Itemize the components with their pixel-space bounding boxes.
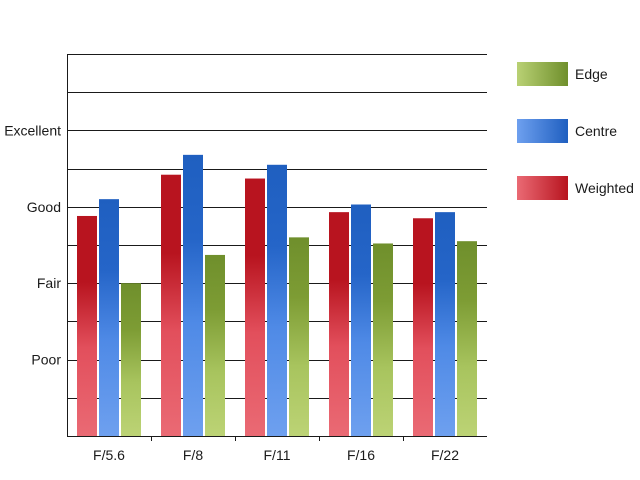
- x-tick-label-f-22: F/22: [431, 447, 459, 463]
- y-tick-label-poor: Poor: [31, 352, 61, 368]
- legend: Edge Centre Weighted: [517, 62, 634, 200]
- bar-edge-f-11: [289, 237, 309, 436]
- bar-centre-f-5-6: [99, 199, 119, 436]
- bar-edge-f-8: [205, 254, 225, 436]
- y-tick-labels: Poor Fair Good Excellent: [4, 122, 61, 367]
- bar-centre-f-16: [351, 204, 371, 436]
- bar-weighted-f-16: [329, 212, 349, 436]
- bar-edge-f-16: [373, 243, 393, 436]
- axes: [67, 54, 487, 441]
- bars: [77, 154, 477, 437]
- y-tick-label-fair: Fair: [37, 275, 61, 291]
- legend-swatch-centre: [517, 119, 568, 143]
- bar-weighted-f-8: [161, 174, 181, 436]
- y-tick-label-good: Good: [27, 199, 61, 215]
- x-tick-label-f-16: F/16: [347, 447, 375, 463]
- x-tick-labels: F/5.6 F/8 F/11 F/16 F/22: [93, 447, 459, 463]
- legend-swatch-edge: [517, 62, 568, 86]
- bar-edge-f-22: [457, 241, 477, 436]
- bar-centre-f-22: [435, 212, 455, 436]
- x-tick-label-f-11: F/11: [264, 447, 291, 463]
- legend-label-edge: Edge: [575, 66, 608, 82]
- bar-weighted-f-5-6: [77, 215, 97, 436]
- bar-weighted-f-22: [413, 218, 433, 436]
- bar-edge-f-5-6: [121, 283, 141, 436]
- legend-label-weighted: Weighted: [575, 180, 634, 196]
- legend-swatch-weighted: [517, 176, 568, 200]
- bar-weighted-f-11: [245, 178, 265, 437]
- x-tick-label-f-5-6: F/5.6: [93, 447, 125, 463]
- y-tick-label-excellent: Excellent: [4, 122, 61, 138]
- bar-centre-f-8: [183, 154, 203, 436]
- legend-label-centre: Centre: [575, 123, 617, 139]
- bar-centre-f-11: [267, 164, 287, 436]
- x-tick-label-f-8: F/8: [183, 447, 203, 463]
